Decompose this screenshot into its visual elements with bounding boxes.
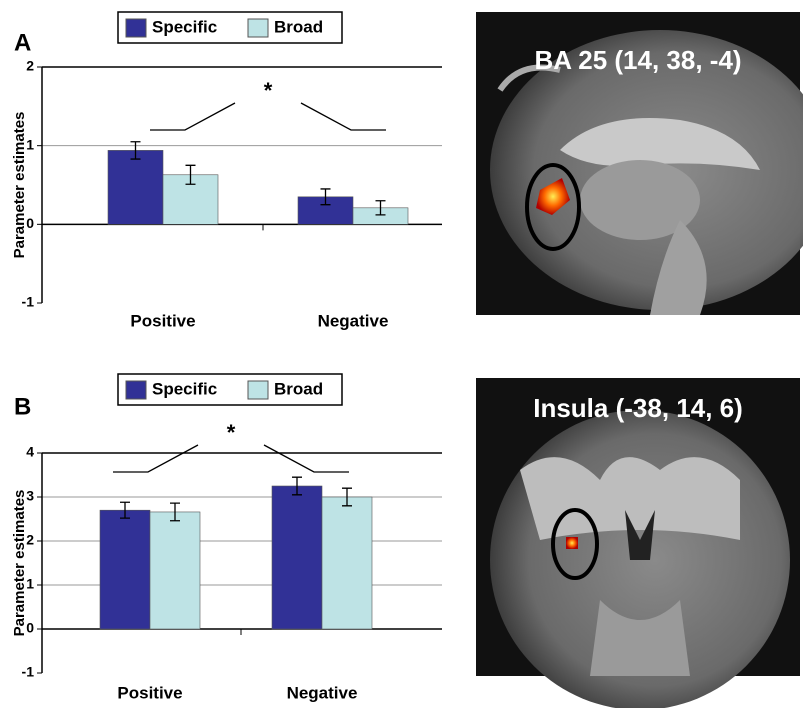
panel-label: A — [14, 29, 31, 56]
y-axis-title: Parameter estimates — [11, 490, 28, 637]
significance-mark: * — [264, 78, 273, 103]
significance-bracket — [150, 103, 386, 130]
image-title: Insula (-38, 14, 6) — [533, 393, 743, 423]
legend-swatch — [248, 381, 268, 399]
panel-label: B — [14, 393, 31, 420]
y-axis-title: Parameter estimates — [11, 112, 28, 259]
legend-label: Specific — [152, 379, 217, 398]
x-tick-label: Positive — [117, 683, 182, 702]
legend-label: Broad — [274, 17, 323, 36]
legend-swatch — [126, 381, 146, 399]
legend-swatch — [248, 19, 268, 37]
legend-swatch — [126, 19, 146, 37]
bar — [272, 486, 322, 629]
y-tick-label: -1 — [22, 664, 35, 680]
y-tick-label: 2 — [26, 58, 34, 74]
y-tick-label: -1 — [22, 294, 35, 310]
bar — [150, 512, 200, 629]
bar — [322, 497, 372, 629]
x-tick-label: Positive — [130, 311, 195, 330]
x-tick-label: Negative — [318, 311, 389, 330]
x-tick-label: Negative — [287, 683, 358, 702]
bar — [108, 150, 163, 224]
figure: -1012PositiveNegativeSpecificBroadParame… — [0, 0, 803, 708]
legend-label: Broad — [274, 379, 323, 398]
significance-mark: * — [227, 420, 236, 445]
legend-label: Specific — [152, 17, 217, 36]
image-title: BA 25 (14, 38, -4) — [534, 45, 741, 75]
brain-image — [476, 378, 800, 708]
significance-bracket — [113, 445, 349, 472]
y-tick-label: 4 — [26, 444, 34, 460]
bar — [100, 510, 150, 629]
